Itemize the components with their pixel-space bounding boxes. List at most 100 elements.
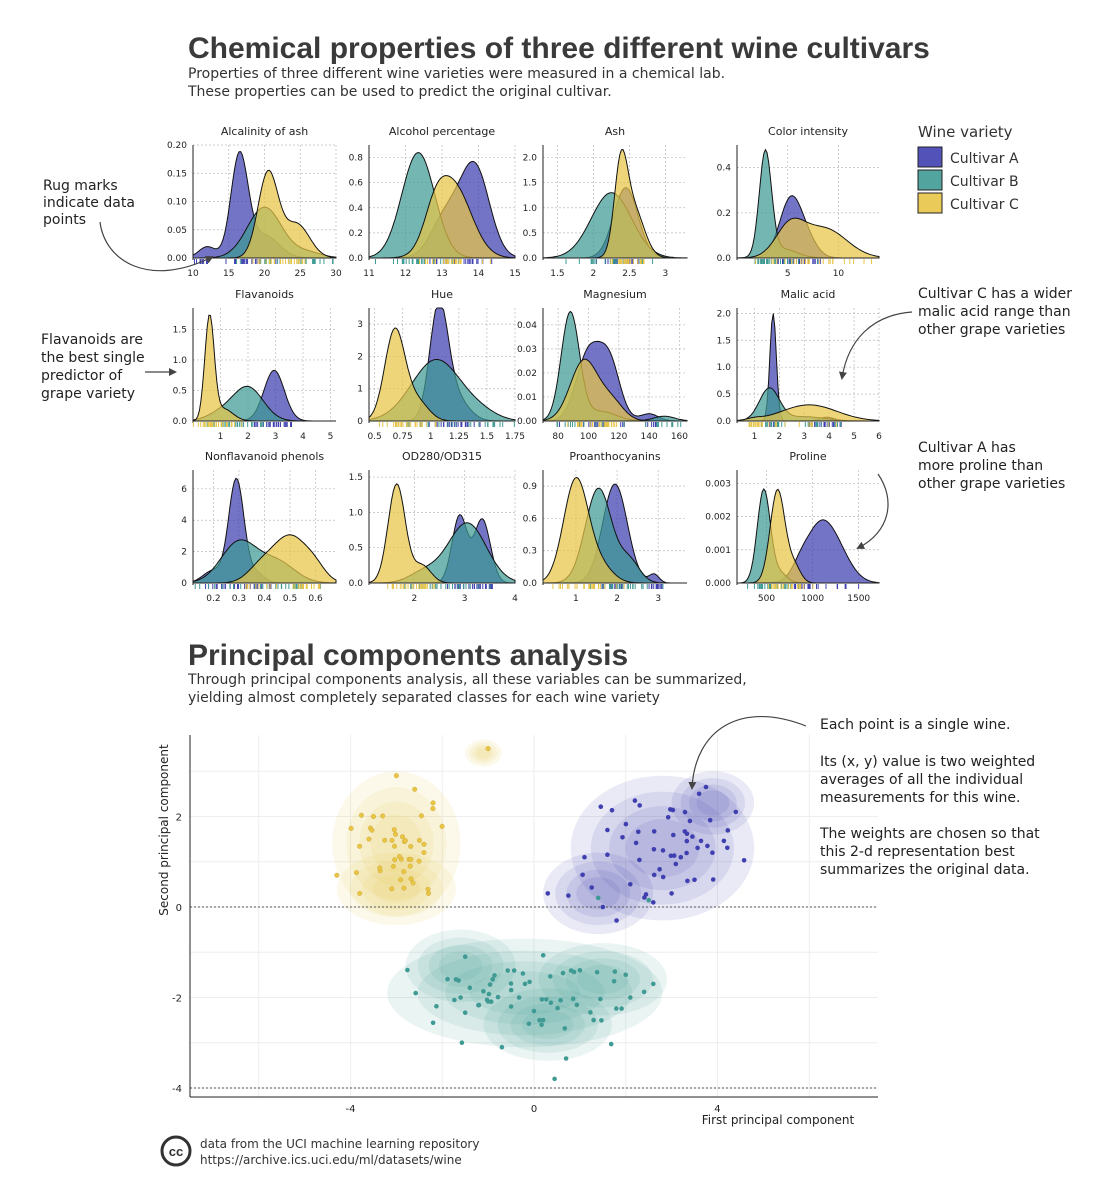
pca-point-a — [636, 829, 641, 835]
pca-x-tick-label: -4 — [346, 1104, 356, 1115]
pca-x-tick-label: 4 — [714, 1104, 720, 1115]
x-tick-label: 2 — [591, 269, 597, 279]
y-tick-label: 0.0 — [349, 579, 364, 589]
pca-point-a — [628, 882, 633, 887]
density-panel-alcalinity-of-ash: Alcalinity of ash 10 15 20 25 30 0.00 0.05 0.10 0… — [167, 125, 342, 279]
pca-point-a — [651, 900, 656, 905]
density-cloud-c — [465, 739, 502, 767]
pca-point-b — [537, 1017, 542, 1023]
pca-point-c — [439, 823, 445, 829]
y-tick-label: 0.5 — [717, 390, 731, 400]
annotation-rug-arrow — [99, 221, 214, 272]
pca-point-c — [380, 813, 386, 819]
pca-point-c — [358, 812, 364, 818]
y-tick-label: 0.000 — [705, 579, 731, 589]
annotation-flav-line2: the best single — [41, 350, 145, 366]
y-tick-label: 0.00 — [517, 417, 537, 427]
pca-point-b — [487, 982, 493, 987]
panel-title: Flavanoids — [235, 288, 294, 301]
pca-point-b — [611, 979, 617, 984]
pca-point-c — [357, 890, 363, 896]
pca-point-a — [678, 854, 684, 860]
pca-point-b — [527, 979, 532, 985]
pca-point-c — [421, 850, 427, 856]
pca-point-b — [540, 953, 546, 958]
pca-point-a — [609, 807, 615, 813]
density-cloud-c — [332, 771, 461, 916]
y-tick-label: 0.0 — [523, 254, 538, 264]
panel-title: Malic acid — [781, 288, 836, 301]
pca-point-b — [481, 989, 486, 994]
panel-title: Proline — [789, 450, 827, 463]
pca-point-b — [614, 1006, 619, 1011]
y-tick-label: 1.5 — [173, 325, 187, 335]
pca-point-a — [703, 784, 709, 790]
pca-point-c — [410, 880, 416, 886]
x-tick-label: 1.25 — [449, 432, 469, 442]
pca-point-a — [687, 818, 693, 824]
pca-point-b — [508, 981, 514, 986]
pca-point-b — [516, 995, 522, 1000]
pca-point-c — [396, 854, 402, 860]
density-cloud-b — [417, 937, 504, 995]
pca-point-a — [633, 840, 639, 846]
pca-point-b — [594, 969, 600, 975]
pca-y-tick-label: 0 — [176, 903, 182, 914]
density-panel-ash: Ash 1.5 2 2.5 3 0.0 0.5 1.0 1.5 2.0 — [523, 125, 688, 279]
legend-label-b: Cultivar B — [950, 174, 1019, 190]
pca-point-b — [641, 989, 647, 995]
x-tick-label: 11 — [363, 269, 374, 279]
pca-point-b — [552, 1076, 557, 1082]
density-panel-hue: Hue 0.5 0.75 1 1.25 1.5 1.75 0 1 2 3 — [357, 288, 525, 442]
y-tick-label: 0 — [181, 579, 187, 589]
y-tick-label: 0.05 — [167, 226, 187, 236]
pca-point-b — [560, 970, 566, 976]
x-tick-label: 1 — [573, 594, 579, 604]
pca-point-b — [467, 985, 473, 990]
pca-point-c — [398, 877, 404, 883]
pca-point-a — [660, 874, 666, 880]
pca-point-b — [599, 1018, 604, 1023]
annotation-pca-p2-line1: Its (x, y) value is two weighted — [820, 754, 1035, 770]
pca-point-b — [588, 1010, 593, 1015]
pca-point-c — [392, 843, 398, 849]
annotation-rug-line2: indicate data — [43, 195, 135, 211]
x-tick-label: 4 — [300, 432, 306, 442]
pca-point-b — [499, 1044, 505, 1050]
y-tick-label: 0.6 — [523, 514, 538, 524]
annotation-pca-p1-line1: Each point is a single wine. — [820, 717, 1010, 733]
pca-point-b — [462, 1010, 468, 1015]
y-tick-label: 0.003 — [705, 479, 731, 489]
y-tick-label: 0.0 — [349, 254, 364, 264]
pca-point-c — [389, 886, 395, 892]
x-tick-label: 2 — [776, 432, 782, 442]
pca-point-c — [400, 834, 406, 840]
pca-point-b — [459, 1040, 465, 1045]
pca-point-b — [508, 1004, 514, 1009]
density-cloud-a — [696, 790, 730, 816]
x-tick-label: 3 — [801, 432, 807, 442]
pca-point-a — [682, 809, 688, 815]
annotation-malic-line1: Cultivar C has a wider — [918, 286, 1072, 302]
legend-label-c: Cultivar C — [950, 197, 1019, 213]
density-cloud-c — [469, 742, 498, 764]
pca-point-c — [354, 870, 360, 876]
y-tick-label: 1.0 — [349, 508, 364, 518]
pca-point-a — [623, 821, 629, 827]
legend-swatch-c — [917, 192, 943, 214]
pca-point-b — [526, 1021, 532, 1027]
pca-point-b — [520, 971, 526, 976]
pca-point-a — [651, 872, 657, 878]
x-tick-label: 1.5 — [550, 269, 564, 279]
pca-point-b — [568, 968, 574, 973]
y-tick-label: 0.20 — [167, 141, 187, 151]
svg-text:cc: cc — [169, 1144, 183, 1159]
annotation-flav-line1: Flavanoids are — [41, 332, 143, 348]
pca-point-a — [580, 872, 585, 878]
main-title: Chemical properties of three different w… — [188, 32, 930, 65]
pca-point-a — [668, 853, 674, 859]
x-tick-label: 3 — [655, 594, 661, 604]
density-panel-magnesium: Magnesium 80 100 120 140 160 0.00 0.01 0.02 0.03 0… — [517, 288, 688, 442]
pca-point-c — [348, 825, 354, 831]
y-tick-label: 0.4 — [717, 164, 732, 174]
